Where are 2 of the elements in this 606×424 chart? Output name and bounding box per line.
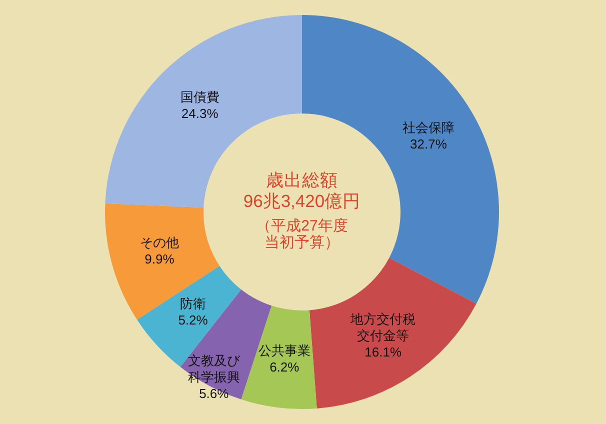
- subtitle: 96兆3,420億円: [243, 191, 361, 211]
- title: 歳出総額: [266, 170, 338, 190]
